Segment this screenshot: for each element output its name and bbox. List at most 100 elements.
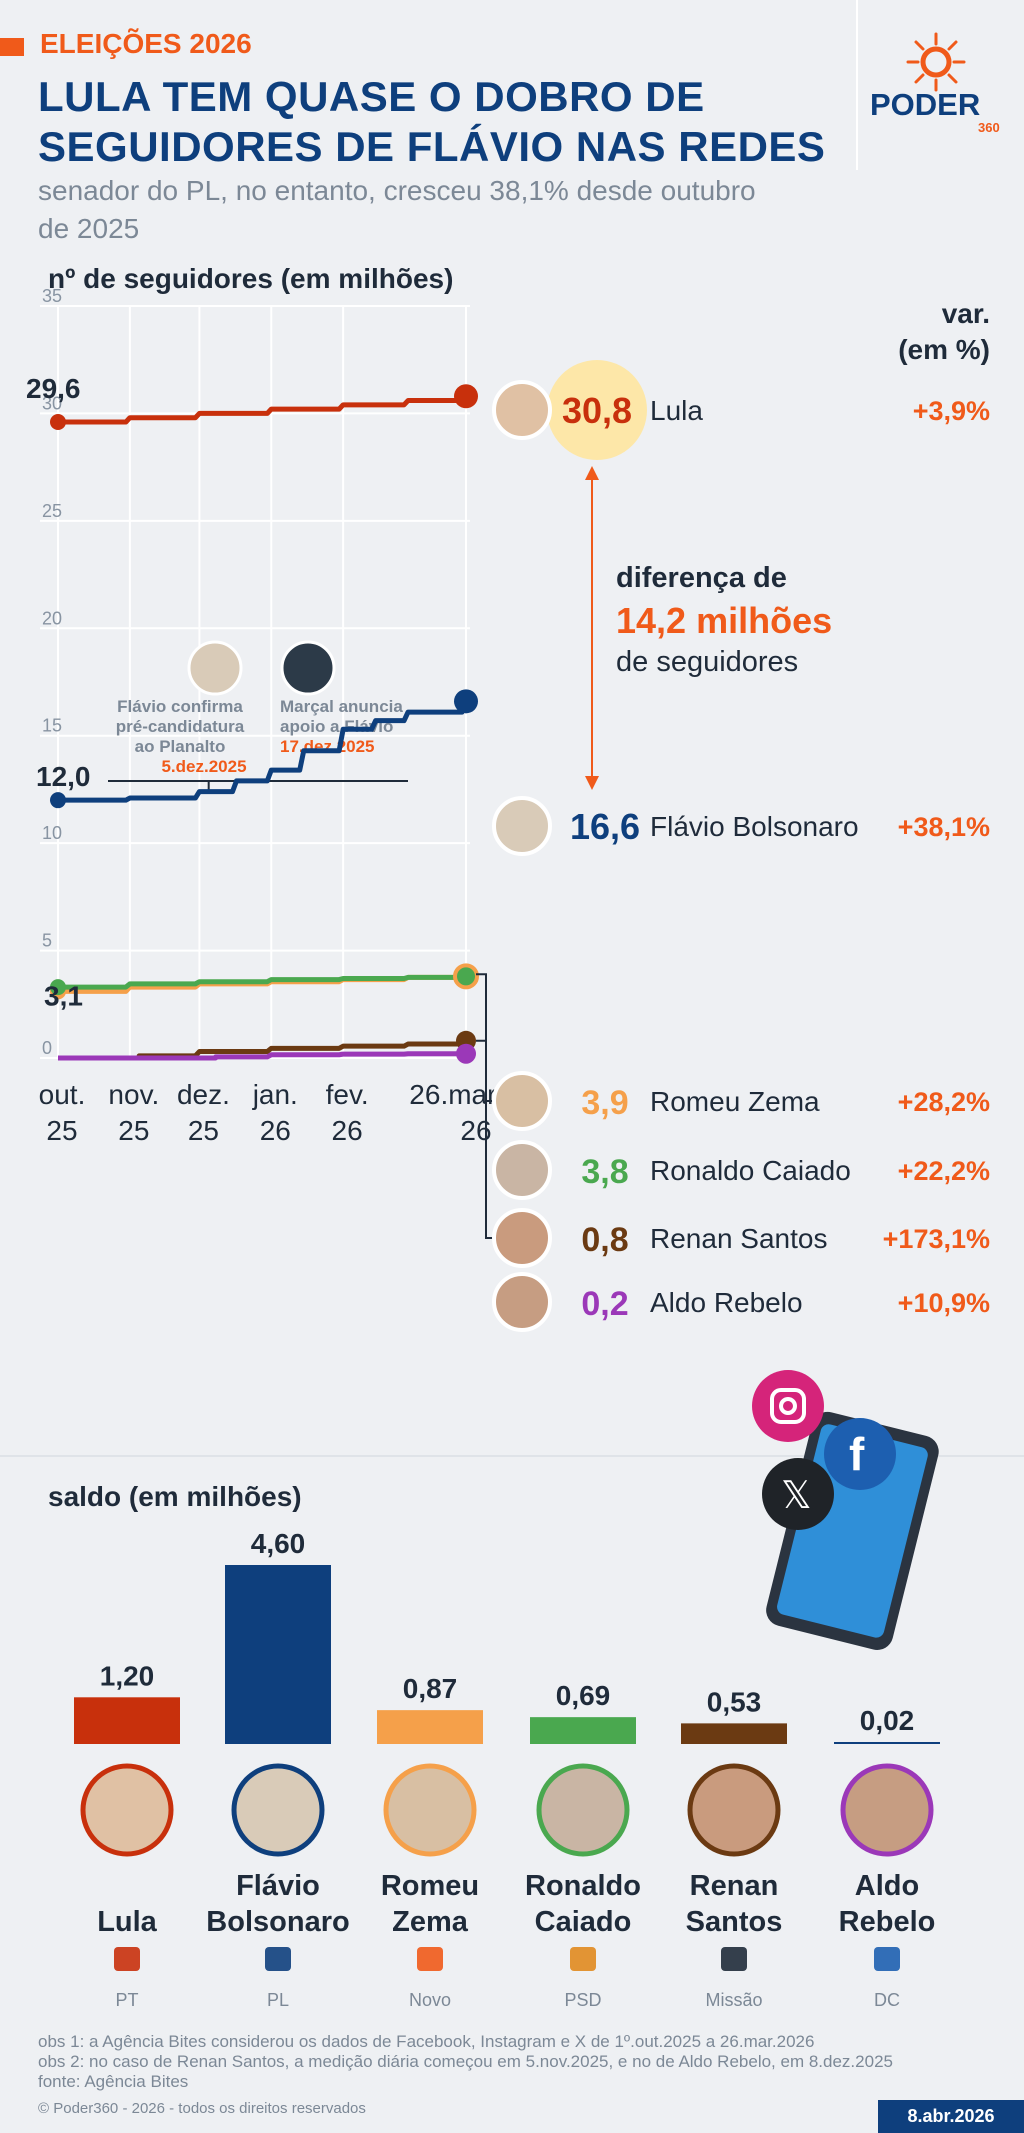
series-end-marker — [456, 1043, 476, 1064]
y-tick-label: 30 — [42, 393, 62, 413]
x-tick-label: 26 — [260, 1115, 291, 1146]
series-start-marker — [50, 414, 66, 431]
bar-aldo — [834, 1742, 940, 1744]
candidate-name-line-2: Lula — [97, 1906, 157, 1938]
candidate-photo-zema — [383, 1763, 477, 1857]
candidate-name-line-2: Bolsonaro — [206, 1906, 349, 1938]
candidate-photo-caiado — [492, 1140, 552, 1200]
candidate-photo-caiado — [536, 1763, 630, 1857]
line-series-lula — [58, 394, 468, 425]
variation-caiado: +22,2% — [898, 1156, 990, 1186]
end-value-caiado: 3,8 — [581, 1153, 628, 1191]
variation-aldo: +10,9% — [898, 1288, 990, 1318]
candidate-name-line-2: Caiado — [535, 1906, 632, 1938]
annotation-2-text: Marçal anuncia — [280, 697, 403, 716]
svg-text:f: f — [849, 1428, 865, 1480]
line-chart-series: 29,6 12,0 3,1 — [26, 373, 479, 1064]
header-divider — [856, 0, 858, 170]
series-start-marker — [50, 792, 66, 809]
line-chart-y-ticks: 0 5 10 15 20 25 30 35 — [42, 286, 62, 1058]
bar-value-label-aldo: 0,02 — [860, 1705, 915, 1736]
candidate-name-line-2: Rebelo — [839, 1906, 936, 1938]
bar-chart: saldo (em milhões) 1,20 Lula PT 4,60 Flávio B… — [48, 1481, 940, 2010]
difference-label-3: de seguidores — [616, 646, 799, 678]
annotation-1-text: ao Planalto — [135, 737, 226, 756]
section-divider — [0, 1455, 1024, 1457]
flavio-photo-small — [187, 640, 243, 696]
bar-value-label-lula: 1,20 — [100, 1660, 155, 1691]
party-label-renan: Missão — [705, 1990, 762, 2010]
bar-value-label-caiado: 0,69 — [556, 1680, 611, 1711]
svg-text:𝕏: 𝕏 — [781, 1475, 812, 1517]
line-series-caiado — [58, 973, 467, 990]
tag-marker — [0, 38, 24, 56]
bar-caiado — [530, 1717, 636, 1744]
instagram-icon — [752, 1370, 824, 1442]
y-tick-label: 0 — [42, 1038, 52, 1058]
footnote-obs2: obs 2: no caso de Renan Santos, a mediçã… — [38, 2052, 893, 2071]
subtitle-line-1: senador do PL, no entanto, cresceu 38,1%… — [38, 175, 756, 206]
party-label-lula: PT — [115, 1990, 138, 2010]
bar-flavio — [225, 1565, 331, 1744]
candidate-name-line-2: Santos — [686, 1906, 783, 1938]
party-logo-icon — [265, 1947, 291, 1971]
line-chart-grid — [40, 305, 470, 1059]
candidate-photo-aldo — [492, 1272, 552, 1332]
party-label-caiado: PSD — [564, 1990, 601, 2010]
section-tag: ELEIÇÕES 2026 — [40, 28, 252, 59]
line-chart-end-labels: 30,8 Lula +3,9% 16,6 Flávio Bolsonaro +38,1% 3… — [476, 360, 990, 1332]
x-tick-label: 25 — [46, 1115, 77, 1146]
line-series-flavio — [58, 700, 469, 803]
bar-value-label-zema: 0,87 — [403, 1673, 458, 1704]
line-chart-ylabel: nº de seguidores (em milhões) — [48, 263, 453, 294]
x-tick-label: jan. — [252, 1079, 298, 1110]
var-header: var. (em %) — [860, 296, 990, 368]
publication-date: 8.abr.2026 — [878, 2100, 1024, 2133]
facebook-icon: f — [824, 1418, 896, 1490]
sun-logo-icon — [906, 32, 966, 92]
subtitle: senador do PL, no entanto, cresceu 38,1%… — [38, 172, 838, 248]
x-tick-label: 25 — [118, 1115, 149, 1146]
series-start-marker — [50, 979, 66, 996]
end-name-zema: Romeu Zema — [650, 1086, 820, 1117]
candidate-photo-renan — [492, 1208, 552, 1268]
candidate-photo-zema — [492, 1071, 552, 1131]
x-icon: 𝕏 — [762, 1458, 834, 1530]
y-tick-label: 25 — [42, 501, 62, 521]
party-logo-icon — [570, 1947, 596, 1971]
bar-chart-bars: 1,20 Lula PT 4,60 Flávio Bolsonaro PL 0,87 Romeu… — [74, 1528, 940, 2010]
end-value-aldo: 0,2 — [581, 1285, 628, 1323]
candidate-name-line-1: Ronaldo — [525, 1870, 641, 1902]
x-tick-label: fev. — [326, 1079, 369, 1110]
copyright: © Poder360 - 2026 - todos os direitos re… — [38, 2100, 366, 2117]
bar-lula — [74, 1697, 180, 1744]
start-label-lula: 29,6 — [26, 373, 81, 404]
footnote-obs1: obs 1: a Agência Bites considerou os dad… — [38, 2032, 815, 2051]
candidate-photo-aldo — [840, 1763, 934, 1857]
candidate-name-line-1: Aldo — [855, 1870, 919, 1902]
candidate-name-line-1: Romeu — [381, 1870, 479, 1902]
x-tick-label: 25 — [188, 1115, 219, 1146]
x-tick-label: dez. — [177, 1079, 230, 1110]
var-header-line-2: (em %) — [898, 334, 990, 365]
title-line-2: SEGUIDORES DE FLÁVIO NAS REDES — [38, 123, 826, 170]
party-label-zema: Novo — [409, 1990, 451, 2010]
start-label-flavio: 12,0 — [36, 761, 91, 792]
end-name-aldo: Aldo Rebelo — [650, 1287, 803, 1318]
bar-renan — [681, 1723, 787, 1744]
annotation-1-text: Flávio confirma — [117, 697, 243, 716]
bar-zema — [377, 1710, 483, 1744]
page-title: LULA TEM QUASE O DOBRO DE SEGUIDORES DE … — [38, 72, 838, 172]
series-end-marker — [454, 689, 478, 714]
y-tick-label: 20 — [42, 608, 62, 628]
variation-renan: +173,1% — [883, 1224, 990, 1254]
subtitle-line-2: de 2025 — [38, 213, 140, 244]
lula-highlight-bubble — [547, 360, 647, 460]
candidate-photo-renan — [687, 1763, 781, 1857]
end-name-caiado: Ronaldo Caiado — [650, 1155, 851, 1186]
difference-value: 14,2 milhões — [616, 600, 833, 641]
annotation-1-date: 5.dez.2025 — [161, 757, 246, 776]
end-name-flavio: Flávio Bolsonaro — [650, 811, 859, 842]
